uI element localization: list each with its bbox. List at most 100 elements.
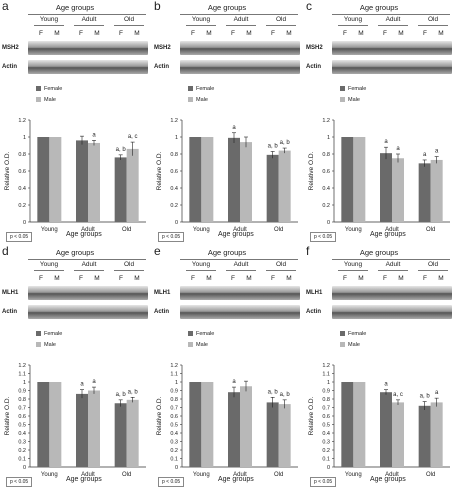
y-tick-label: 1 xyxy=(175,380,178,386)
bar-chart: 0 0.2 0.4 0.6 0.8 1 1.2 Relative O.D. Young Adult… xyxy=(4,118,146,233)
legend-swatch-female xyxy=(36,86,41,92)
p-value-box: p < 0.05 xyxy=(310,232,337,242)
significance-annotation: a, b xyxy=(116,392,127,398)
panel-e: e Age groups Young F M Adult F M Old F M MLH1 Actin F… xyxy=(152,244,302,490)
protein-label: MSH2 xyxy=(154,45,171,51)
actin-label: Actin xyxy=(306,309,321,315)
bar-male xyxy=(201,382,214,467)
age-groups-bracket xyxy=(28,259,146,260)
bar-male xyxy=(126,399,139,467)
y-tick-label: 0.7 xyxy=(170,405,178,411)
x-tick-label: Adult xyxy=(385,227,399,233)
sex-label: F xyxy=(191,275,195,282)
sex-label: F xyxy=(119,30,123,37)
legend-swatch-male xyxy=(36,97,41,103)
bar-female xyxy=(37,382,50,467)
bar-female xyxy=(76,140,88,222)
actin-label: Actin xyxy=(154,309,169,315)
age-groups-title: Age groups xyxy=(207,248,247,257)
group-underline xyxy=(186,25,216,26)
bar-chart: 0 0.2 0.4 0.6 0.8 1 1.2 Relative O.D. Young Adult… xyxy=(308,118,450,233)
y-tick-label: 1.1 xyxy=(322,371,330,377)
bar-male xyxy=(430,402,443,467)
x-tick-label: Adult xyxy=(81,472,95,478)
sex-label: M xyxy=(438,275,444,282)
bar-female xyxy=(418,405,431,467)
y-tick-label: 1 xyxy=(327,380,330,386)
y-tick-label: 0.2 xyxy=(322,448,330,454)
bar-male xyxy=(88,142,100,222)
age-groups-bracket xyxy=(180,14,298,15)
panel-b: b Age groups Young F M Adult F M Old F M MSH2 Actin F… xyxy=(152,0,302,245)
significance-annotation: a, b xyxy=(128,389,139,395)
bar-male xyxy=(278,404,291,467)
group-underline xyxy=(266,25,296,26)
sex-label: F xyxy=(423,275,427,282)
y-axis-label: Relative O.D. xyxy=(156,396,163,435)
legend-swatch-female xyxy=(340,86,345,92)
group-underline xyxy=(34,270,64,271)
x-tick-label: Old xyxy=(122,472,131,478)
legend-female: Female xyxy=(188,86,214,92)
protein-blot xyxy=(28,41,148,55)
actin-blot xyxy=(332,305,452,319)
p-value-box: p < 0.05 xyxy=(158,232,185,242)
group-underline xyxy=(338,25,368,26)
legend-swatch-female xyxy=(188,331,193,337)
group-header: Young xyxy=(191,261,211,268)
panel-label: e xyxy=(154,244,161,258)
sex-label: M xyxy=(286,275,292,282)
x-tick-label: Old xyxy=(122,227,131,233)
significance-annotation: a, b xyxy=(280,140,291,146)
bar-male xyxy=(240,386,252,467)
legend-swatch-female xyxy=(340,331,345,337)
sex-label: F xyxy=(383,30,387,37)
y-tick-label: 0.8 xyxy=(170,397,178,403)
group-underline xyxy=(186,270,216,271)
legend-swatch-male xyxy=(340,342,345,348)
sex-label: M xyxy=(246,30,252,37)
y-axis-label: Relative O.D. xyxy=(156,151,163,190)
x-axis-label: Age groups xyxy=(218,231,254,238)
age-groups-bracket xyxy=(332,14,450,15)
y-tick-label: 0 xyxy=(327,220,330,226)
sex-label: M xyxy=(246,275,252,282)
group-underline xyxy=(378,270,408,271)
sex-label: F xyxy=(231,30,235,37)
x-tick-label: Adult xyxy=(385,472,399,478)
bar-female xyxy=(228,392,240,467)
age-groups-title: Age groups xyxy=(359,248,399,257)
legend-label-male: Male xyxy=(348,97,360,103)
legend-label-female: Female xyxy=(44,86,63,92)
sex-label: F xyxy=(231,275,235,282)
y-tick-label: 0.6 xyxy=(322,414,330,420)
legend-label-female: Female xyxy=(44,331,63,337)
group-header: Young xyxy=(39,16,59,23)
y-tick-label: 0 xyxy=(23,220,26,226)
y-tick-label: 0.6 xyxy=(18,169,26,175)
panel-label: d xyxy=(2,244,9,258)
sex-label: F xyxy=(423,30,427,37)
legend-female: Female xyxy=(36,86,62,92)
group-header: Young xyxy=(343,261,363,268)
legend-label-male: Male xyxy=(196,97,208,103)
sex-label: F xyxy=(271,275,275,282)
actin-label: Actin xyxy=(2,64,17,70)
bar-male xyxy=(126,148,139,222)
x-tick-label: Young xyxy=(345,227,362,233)
legend-swatch-male xyxy=(36,342,41,348)
group-header: Old xyxy=(123,261,135,268)
sex-label: M xyxy=(94,275,100,282)
legend-male: Male xyxy=(188,97,208,103)
y-tick-label: 0.6 xyxy=(170,414,178,420)
group-underline xyxy=(74,270,104,271)
bar-male xyxy=(392,402,404,467)
group-header: Old xyxy=(123,16,135,23)
legend-female: Female xyxy=(36,331,62,337)
x-tick-label: Adult xyxy=(233,227,247,233)
significance-annotation: a xyxy=(92,132,96,138)
y-tick-label: 0.2 xyxy=(18,203,26,209)
bar-female xyxy=(114,403,127,467)
x-tick-label: Adult xyxy=(233,472,247,478)
protein-blot xyxy=(180,286,300,300)
